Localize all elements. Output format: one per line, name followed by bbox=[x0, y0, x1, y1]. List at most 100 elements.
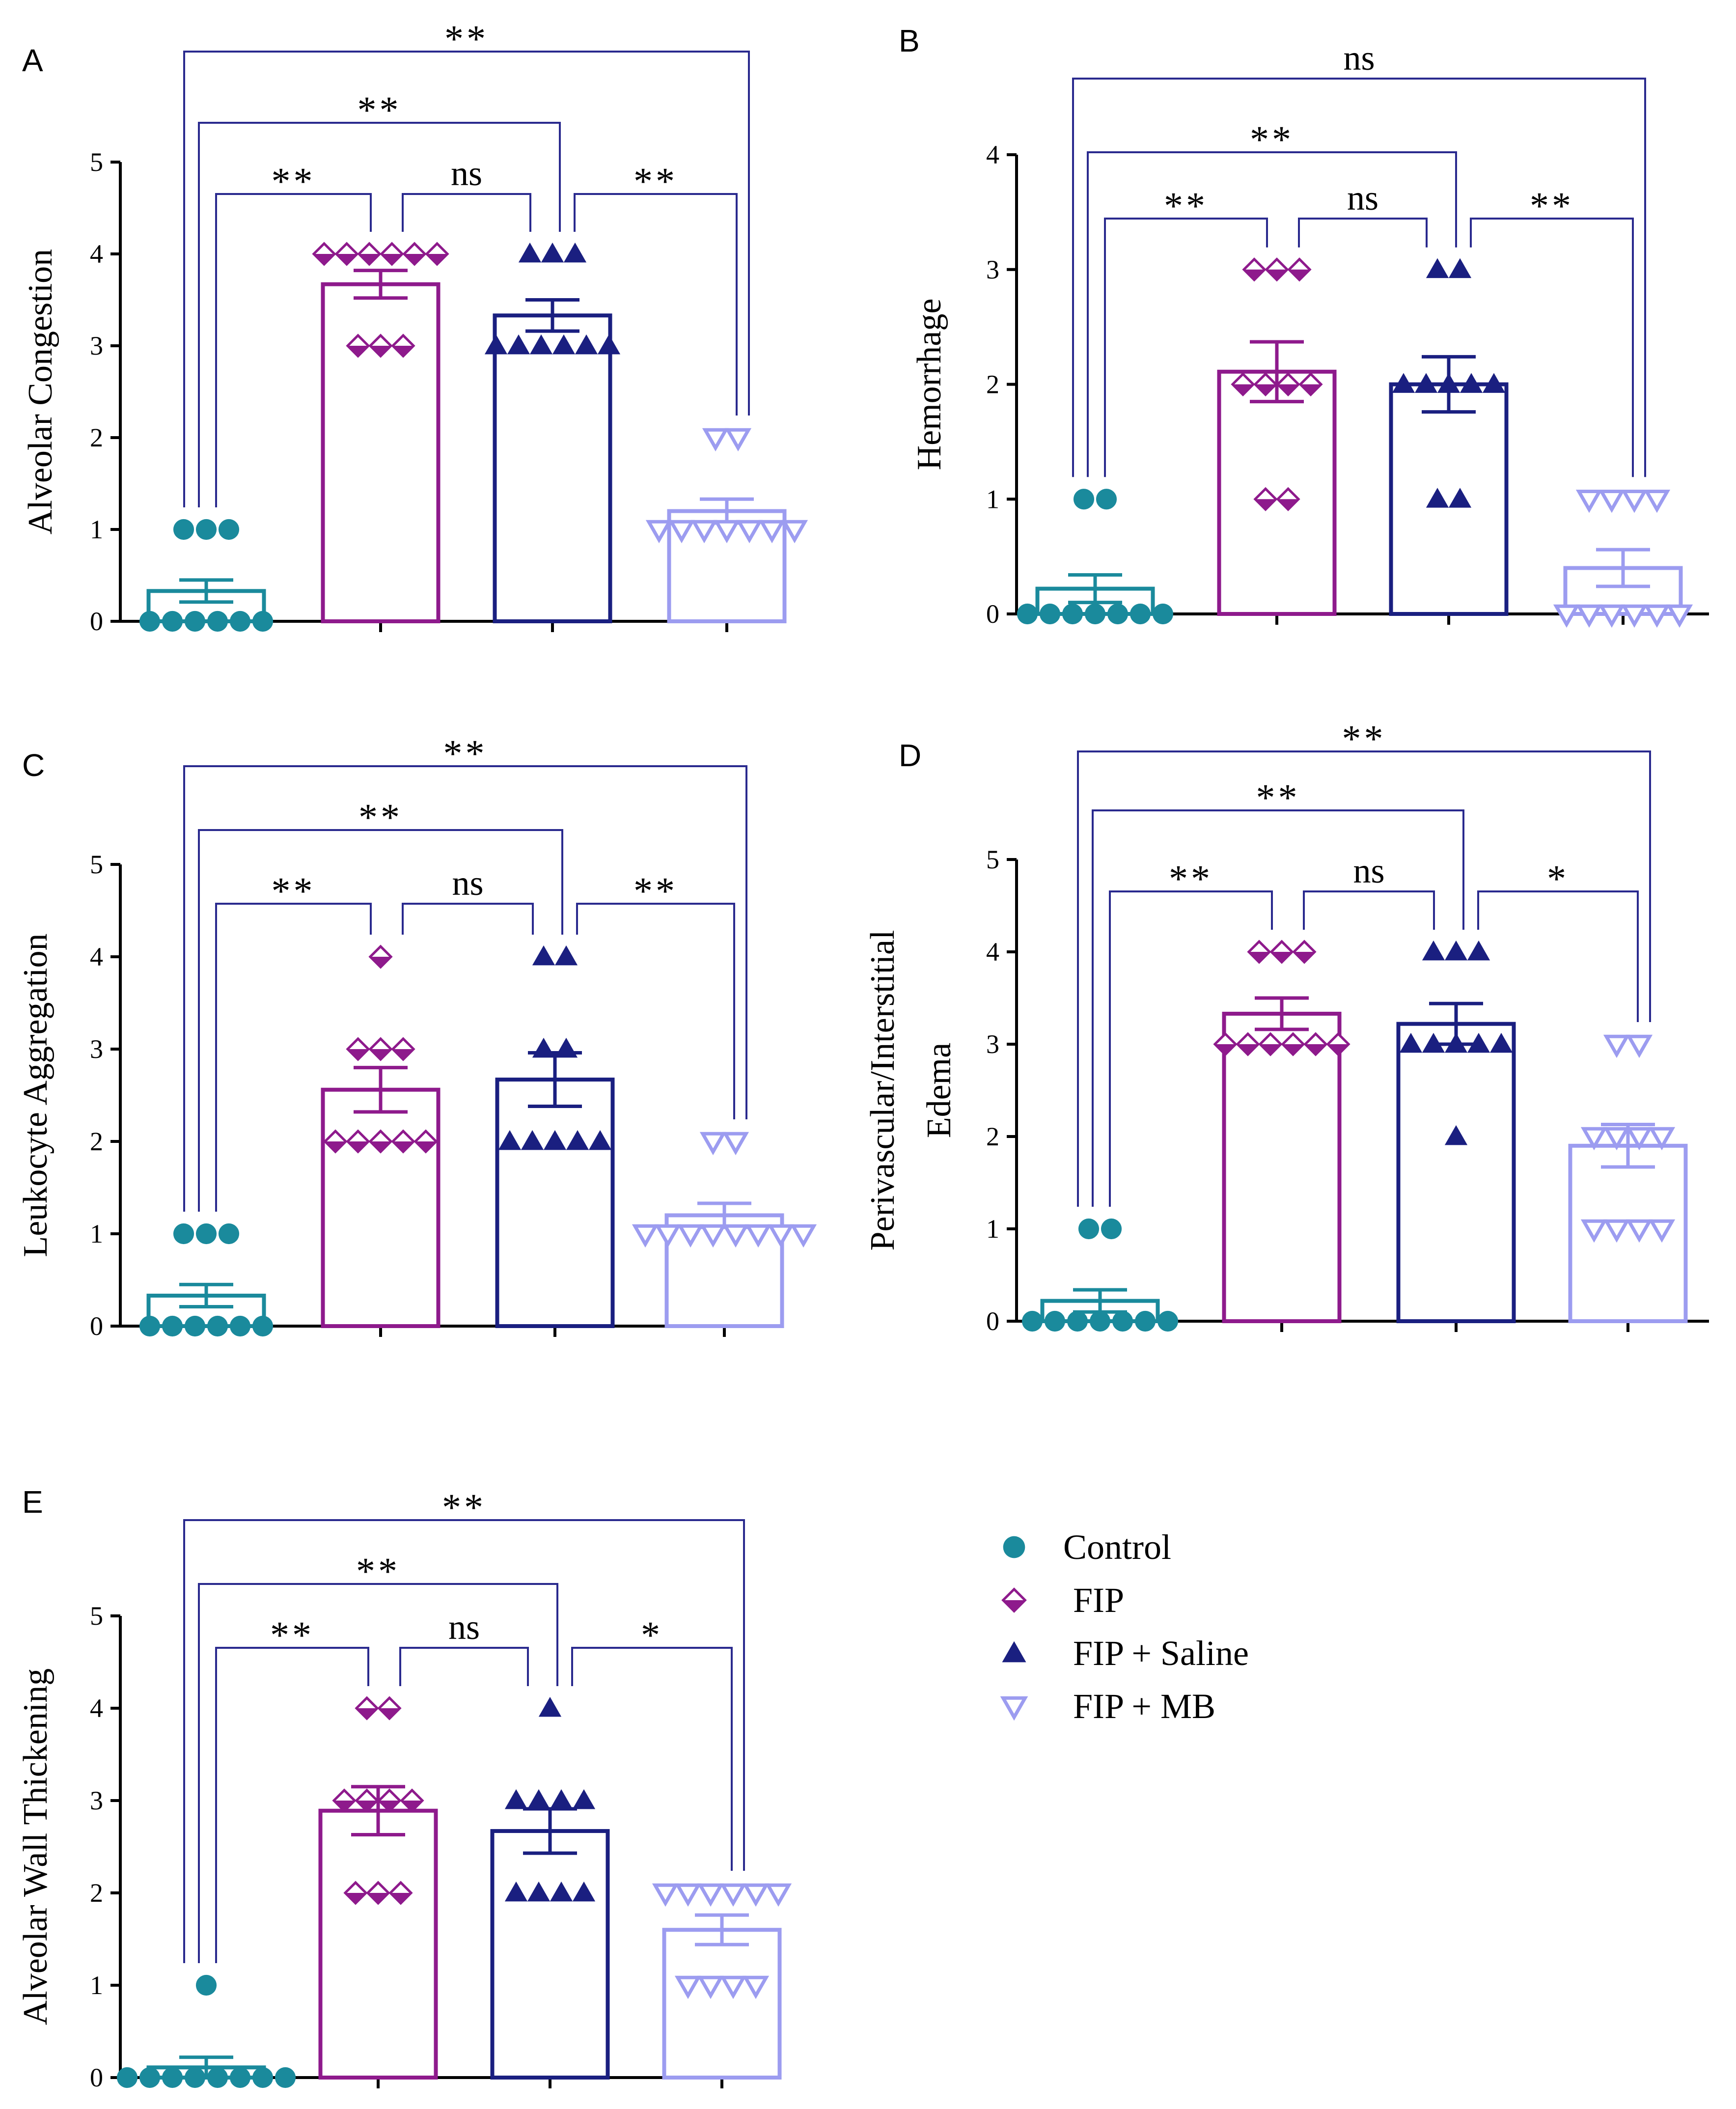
legend-label: FIP + Saline bbox=[1073, 1634, 1249, 1673]
data-point-fip_saline bbox=[1426, 488, 1449, 508]
significance-label: ** bbox=[1256, 776, 1300, 819]
data-point-control bbox=[184, 2067, 206, 2088]
bar-fip bbox=[321, 1087, 441, 1328]
data-point-fip-fill bbox=[1266, 269, 1288, 280]
data-point-fip_mb bbox=[677, 1224, 704, 1248]
data-point-control bbox=[162, 1315, 183, 1337]
data-point-fip-fill bbox=[347, 1141, 369, 1152]
data-point-fip_mb bbox=[1580, 1219, 1608, 1243]
significance-label: ** bbox=[442, 1486, 486, 1528]
data-point-fip-fill bbox=[336, 254, 358, 265]
y-axis-label-line1: Perivascular/Interstitial bbox=[864, 930, 902, 1250]
y-axis-label: Alveolar Wall Thickening bbox=[17, 1668, 55, 2026]
data-point-fip_mb bbox=[1643, 604, 1671, 628]
data-point-fip_mb bbox=[765, 1883, 792, 1907]
data-point-control bbox=[195, 1223, 217, 1245]
data-point-fip_mb bbox=[790, 1224, 817, 1248]
bar-fip_saline bbox=[1396, 1022, 1516, 1323]
data-point-fip-fill bbox=[370, 346, 391, 357]
data-point-fip-fill bbox=[333, 1801, 355, 1811]
data-point-fip_mb bbox=[742, 1883, 770, 1907]
data-point-fip-fill bbox=[415, 1141, 437, 1152]
data-point-fip_saline bbox=[484, 334, 508, 355]
data-point-fip-fill bbox=[1271, 952, 1293, 963]
bar-fip_saline bbox=[495, 1078, 615, 1329]
y-tick-label: 3 bbox=[90, 1786, 103, 1815]
data-point-fip_saline bbox=[552, 334, 576, 355]
data-point-fip_mb bbox=[1603, 1127, 1630, 1151]
data-point-control bbox=[252, 610, 274, 632]
data-point-fip-fill bbox=[370, 1049, 391, 1060]
data-point-control bbox=[207, 2067, 228, 2088]
data-point-control bbox=[184, 1315, 206, 1337]
data-point-fip_mb bbox=[742, 1975, 770, 1999]
data-point-fip_saline bbox=[504, 1881, 528, 1902]
significance-label: ** bbox=[272, 160, 316, 202]
data-point-fip_saline bbox=[521, 1130, 544, 1150]
data-point-fip_mb bbox=[758, 520, 786, 544]
significance-label: ** bbox=[1530, 184, 1574, 227]
data-point-fip_mb bbox=[1626, 1034, 1653, 1058]
significance-bracket bbox=[571, 1647, 733, 1871]
data-point-fip_mb bbox=[736, 520, 763, 544]
data-point-fip_saline bbox=[507, 334, 530, 355]
data-point-fip-fill bbox=[1289, 269, 1310, 280]
data-point-control bbox=[1152, 603, 1174, 625]
data-point-fip-fill bbox=[1277, 384, 1299, 395]
data-point-fip_saline bbox=[1444, 1125, 1468, 1145]
data-point-fip-fill bbox=[1327, 1044, 1349, 1055]
data-point-fip_mb bbox=[1648, 1127, 1676, 1151]
significance-label: ** bbox=[358, 796, 403, 838]
data-point-fip_saline bbox=[532, 1037, 555, 1058]
data-point-control bbox=[207, 610, 228, 632]
significance-label: ** bbox=[1342, 717, 1386, 760]
data-point-fip_saline bbox=[504, 1789, 528, 1809]
data-point-fip-fill bbox=[367, 1893, 389, 1904]
data-point-fip_saline bbox=[1467, 940, 1490, 961]
panel-label: B bbox=[899, 23, 920, 58]
significance-bracket bbox=[576, 903, 735, 1119]
significance-label: ** bbox=[634, 869, 678, 912]
data-point-fip-fill bbox=[1237, 1044, 1259, 1055]
data-point-fip-fill bbox=[1248, 952, 1270, 963]
data-point-control bbox=[1017, 603, 1038, 625]
legend: Control FIP FIP + Saline FIP + MB bbox=[1000, 1527, 1249, 1726]
significance-bracket bbox=[402, 193, 531, 232]
data-point-control bbox=[162, 610, 183, 632]
y-tick-label: 0 bbox=[90, 2063, 103, 2092]
significance-bracket bbox=[402, 903, 534, 935]
y-tick-label: 2 bbox=[90, 1878, 103, 1908]
legend-item-fip_saline: FIP + Saline bbox=[1002, 1634, 1249, 1673]
significance-label: ** bbox=[356, 1550, 400, 1592]
significance-bracket bbox=[1092, 809, 1464, 1207]
y-tick-label: 2 bbox=[986, 370, 999, 399]
significance-label: ns bbox=[1343, 38, 1375, 78]
significance-label: * bbox=[641, 1613, 663, 1656]
data-point-fip-fill bbox=[390, 1893, 412, 1904]
data-point-control bbox=[1096, 489, 1117, 510]
data-point-fip_mb bbox=[697, 1883, 724, 1907]
data-point-fip-fill bbox=[345, 1893, 366, 1904]
significance-label: ns bbox=[451, 154, 482, 193]
y-tick-label: 4 bbox=[90, 239, 103, 269]
data-point-fip_mb bbox=[645, 520, 673, 544]
data-point-control bbox=[139, 1315, 161, 1337]
data-point-control bbox=[1044, 1310, 1066, 1332]
y-tick-label: 5 bbox=[90, 147, 103, 177]
y-tick-label: 2 bbox=[90, 1127, 103, 1156]
data-point-fip_saline bbox=[1444, 940, 1468, 961]
data-point-control bbox=[195, 519, 217, 540]
significance-bracket bbox=[1087, 151, 1457, 477]
data-point-control bbox=[1073, 489, 1095, 510]
significance-bracket bbox=[1104, 218, 1268, 477]
significance-bracket bbox=[215, 193, 372, 507]
data-point-fip-fill bbox=[356, 1708, 378, 1719]
data-point-fip_mb bbox=[654, 1224, 682, 1248]
significance-label: ** bbox=[444, 17, 489, 60]
y-tick-label: 5 bbox=[986, 845, 999, 874]
data-point-fip-fill bbox=[1260, 1044, 1281, 1055]
significance-bracket bbox=[574, 193, 738, 416]
y-tick-label: 4 bbox=[986, 937, 999, 967]
data-point-fip-fill bbox=[356, 1801, 378, 1811]
